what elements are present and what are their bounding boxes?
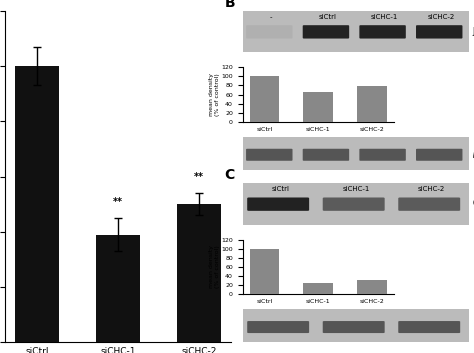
Bar [177,204,221,342]
Text: β-actin: β-actin [472,149,474,158]
Bar [249,77,279,122]
Bar [357,86,387,122]
FancyBboxPatch shape [247,197,309,211]
Text: **: ** [113,197,123,207]
FancyBboxPatch shape [323,321,385,333]
FancyBboxPatch shape [323,197,385,211]
Text: siCtrl: siCtrl [272,186,290,192]
Text: Clathrin: Clathrin [473,199,474,208]
Bar [303,92,333,122]
FancyBboxPatch shape [303,25,349,38]
Y-axis label: mean density
(% of control): mean density (% of control) [209,245,220,288]
Text: β-actin: β-actin [473,321,474,330]
Text: siCHC-2: siCHC-2 [427,14,455,20]
FancyBboxPatch shape [303,149,349,161]
Text: JEV-E: JEV-E [472,27,474,36]
FancyBboxPatch shape [246,25,292,38]
FancyBboxPatch shape [398,321,460,333]
Text: C: C [225,168,235,182]
FancyBboxPatch shape [398,197,460,211]
Text: siCtrl: siCtrl [319,14,337,20]
FancyBboxPatch shape [359,25,406,38]
Bar [357,280,387,294]
Bar [96,235,140,342]
FancyBboxPatch shape [246,149,292,161]
Bar [15,66,59,342]
Y-axis label: mean density
(% of control): mean density (% of control) [209,73,220,116]
Text: **: ** [194,172,204,182]
Text: siCHC-2: siCHC-2 [418,186,445,192]
Text: siCHC-1: siCHC-1 [342,186,370,192]
Text: siCHC-1: siCHC-1 [371,14,398,20]
FancyBboxPatch shape [416,25,463,38]
Bar [249,249,279,294]
FancyBboxPatch shape [247,321,309,333]
FancyBboxPatch shape [416,149,463,161]
Text: B: B [225,0,235,10]
Bar [303,283,333,294]
Text: -: - [270,14,272,20]
FancyBboxPatch shape [359,149,406,161]
